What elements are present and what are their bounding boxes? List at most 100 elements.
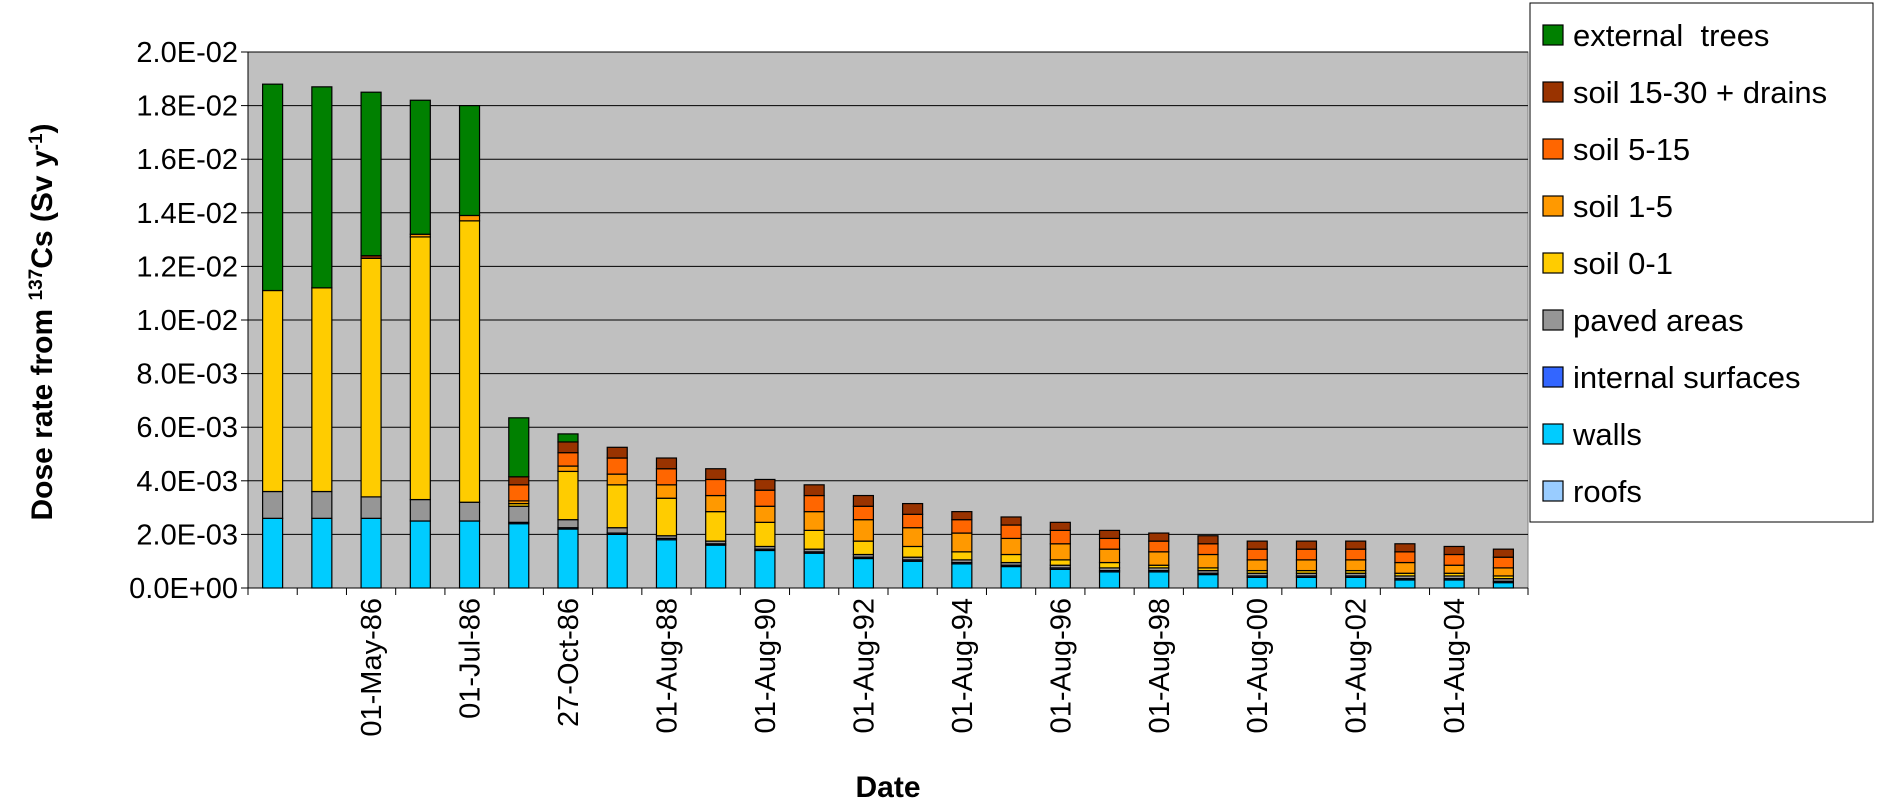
legend-swatch <box>1542 252 1564 274</box>
bar-segment <box>655 484 678 499</box>
bar-segment <box>1000 553 1022 564</box>
bar-segment <box>311 287 333 493</box>
bar-segment <box>1098 571 1121 589</box>
bar-segment <box>1098 561 1121 569</box>
bar-segment <box>311 86 333 289</box>
bar-segment <box>1443 564 1465 574</box>
y-tick-label: 2.0E-03 <box>136 519 238 551</box>
legend-label: external trees <box>1573 18 1769 53</box>
y-axis-title-mass: 137 <box>26 269 47 301</box>
x-tick-label: 01-Aug-96 <box>1045 598 1077 733</box>
bar-segment <box>852 540 874 556</box>
bar-segment <box>655 497 678 537</box>
legend-swatch <box>1542 195 1564 217</box>
bar-segment <box>311 517 333 589</box>
bar-segment <box>1098 529 1121 540</box>
bar-segment <box>803 484 825 497</box>
y-axis-title-prefix: Dose rate from <box>26 300 59 520</box>
legend-box <box>1529 2 1874 523</box>
x-axis-ticks: 01-May-86 01-Jul-86 27-Oct-86 01-Aug-88 01-A… <box>247 588 1529 737</box>
bar-segment <box>803 529 825 550</box>
bar-segment <box>557 452 579 467</box>
bar-segment <box>606 484 628 529</box>
bar-segment <box>754 489 776 507</box>
bar-segment <box>1492 556 1514 569</box>
bar-segment <box>902 560 924 589</box>
y-tick-label: 1.4E-02 <box>136 198 238 230</box>
bar-segment <box>1443 545 1465 556</box>
bar-segment <box>803 552 825 589</box>
y-tick-label: 0.0E+00 <box>129 573 238 605</box>
y-tick-label: 2.0E-02 <box>136 37 238 69</box>
bar-segment <box>1000 537 1022 556</box>
bar-segment <box>409 99 431 235</box>
bar-segment <box>1197 543 1219 556</box>
bar-segment <box>262 517 284 589</box>
bar-segment <box>557 528 579 589</box>
bar-segment <box>852 557 874 589</box>
legend-label: soil 0-1 <box>1573 246 1673 281</box>
bar-segment <box>557 519 579 529</box>
bar-segment <box>655 468 678 486</box>
bar-segment <box>1148 571 1170 589</box>
bar-segment <box>508 484 530 502</box>
bar-segment <box>508 505 530 523</box>
bar-segment <box>705 494 727 513</box>
legend-label: walls <box>1572 417 1642 452</box>
bar-segment <box>1246 576 1268 589</box>
y-axis-title-unit: (Sv y <box>26 150 59 230</box>
bar-segment <box>262 83 284 292</box>
x-tick-label: 27-Oct-86 <box>553 598 585 727</box>
bar-segment <box>606 527 628 534</box>
bar-segment <box>754 505 776 523</box>
bar-segment <box>951 511 973 521</box>
bar-segment <box>1443 579 1465 589</box>
bar-segment <box>655 457 678 470</box>
bar-segment <box>1246 548 1268 561</box>
x-tick-label: 01-Aug-98 <box>1144 598 1176 733</box>
legend-label: internal surfaces <box>1573 360 1800 395</box>
bar-segment <box>951 532 973 553</box>
bar-segment <box>606 457 628 475</box>
legend-label: paved areas <box>1573 303 1744 338</box>
bar-segment <box>705 511 727 542</box>
legend-swatch <box>1542 480 1564 502</box>
bar-segment <box>1049 529 1071 545</box>
bar-segment <box>1295 540 1318 550</box>
bar-segment <box>1197 535 1219 545</box>
bar-segment <box>458 220 481 503</box>
bar-segment <box>409 498 431 522</box>
bar-segment <box>902 513 924 529</box>
bar-segment <box>754 549 776 589</box>
x-tick-label: 01-Aug-04 <box>1439 598 1471 733</box>
bar-segment <box>1049 543 1071 561</box>
bar-segment <box>508 523 530 589</box>
bar-segment <box>1295 548 1318 561</box>
bar-segment <box>1394 543 1416 553</box>
bar-segment <box>360 517 382 589</box>
bar-segment <box>705 478 727 497</box>
bar-segment <box>705 468 727 481</box>
bar-segment <box>1295 559 1318 572</box>
bar-segment <box>1394 551 1416 564</box>
legend-swatch <box>1542 423 1564 445</box>
x-tick-label: 01-Aug-02 <box>1341 598 1373 733</box>
bar-segment <box>606 473 628 486</box>
bar-segment <box>1345 548 1367 561</box>
bar-segment <box>1295 576 1318 589</box>
bar-segment <box>951 551 973 561</box>
x-tick-label: 01-Aug-88 <box>651 598 683 733</box>
bar-segment <box>951 563 973 589</box>
bar-segment <box>557 441 579 454</box>
bar-segment <box>1492 582 1514 589</box>
bar-segment <box>458 104 481 217</box>
bar-segment <box>705 544 727 589</box>
x-tick-label: 01-Aug-90 <box>750 598 782 733</box>
x-tick-label: 01-Aug-92 <box>848 598 880 733</box>
bar-segment <box>1000 524 1022 540</box>
y-tick-label: 6.0E-03 <box>136 412 238 444</box>
y-tick-label: 4.0E-03 <box>136 466 238 498</box>
y-tick-label: 1.2E-02 <box>136 251 238 283</box>
legend-swatch <box>1542 81 1564 103</box>
